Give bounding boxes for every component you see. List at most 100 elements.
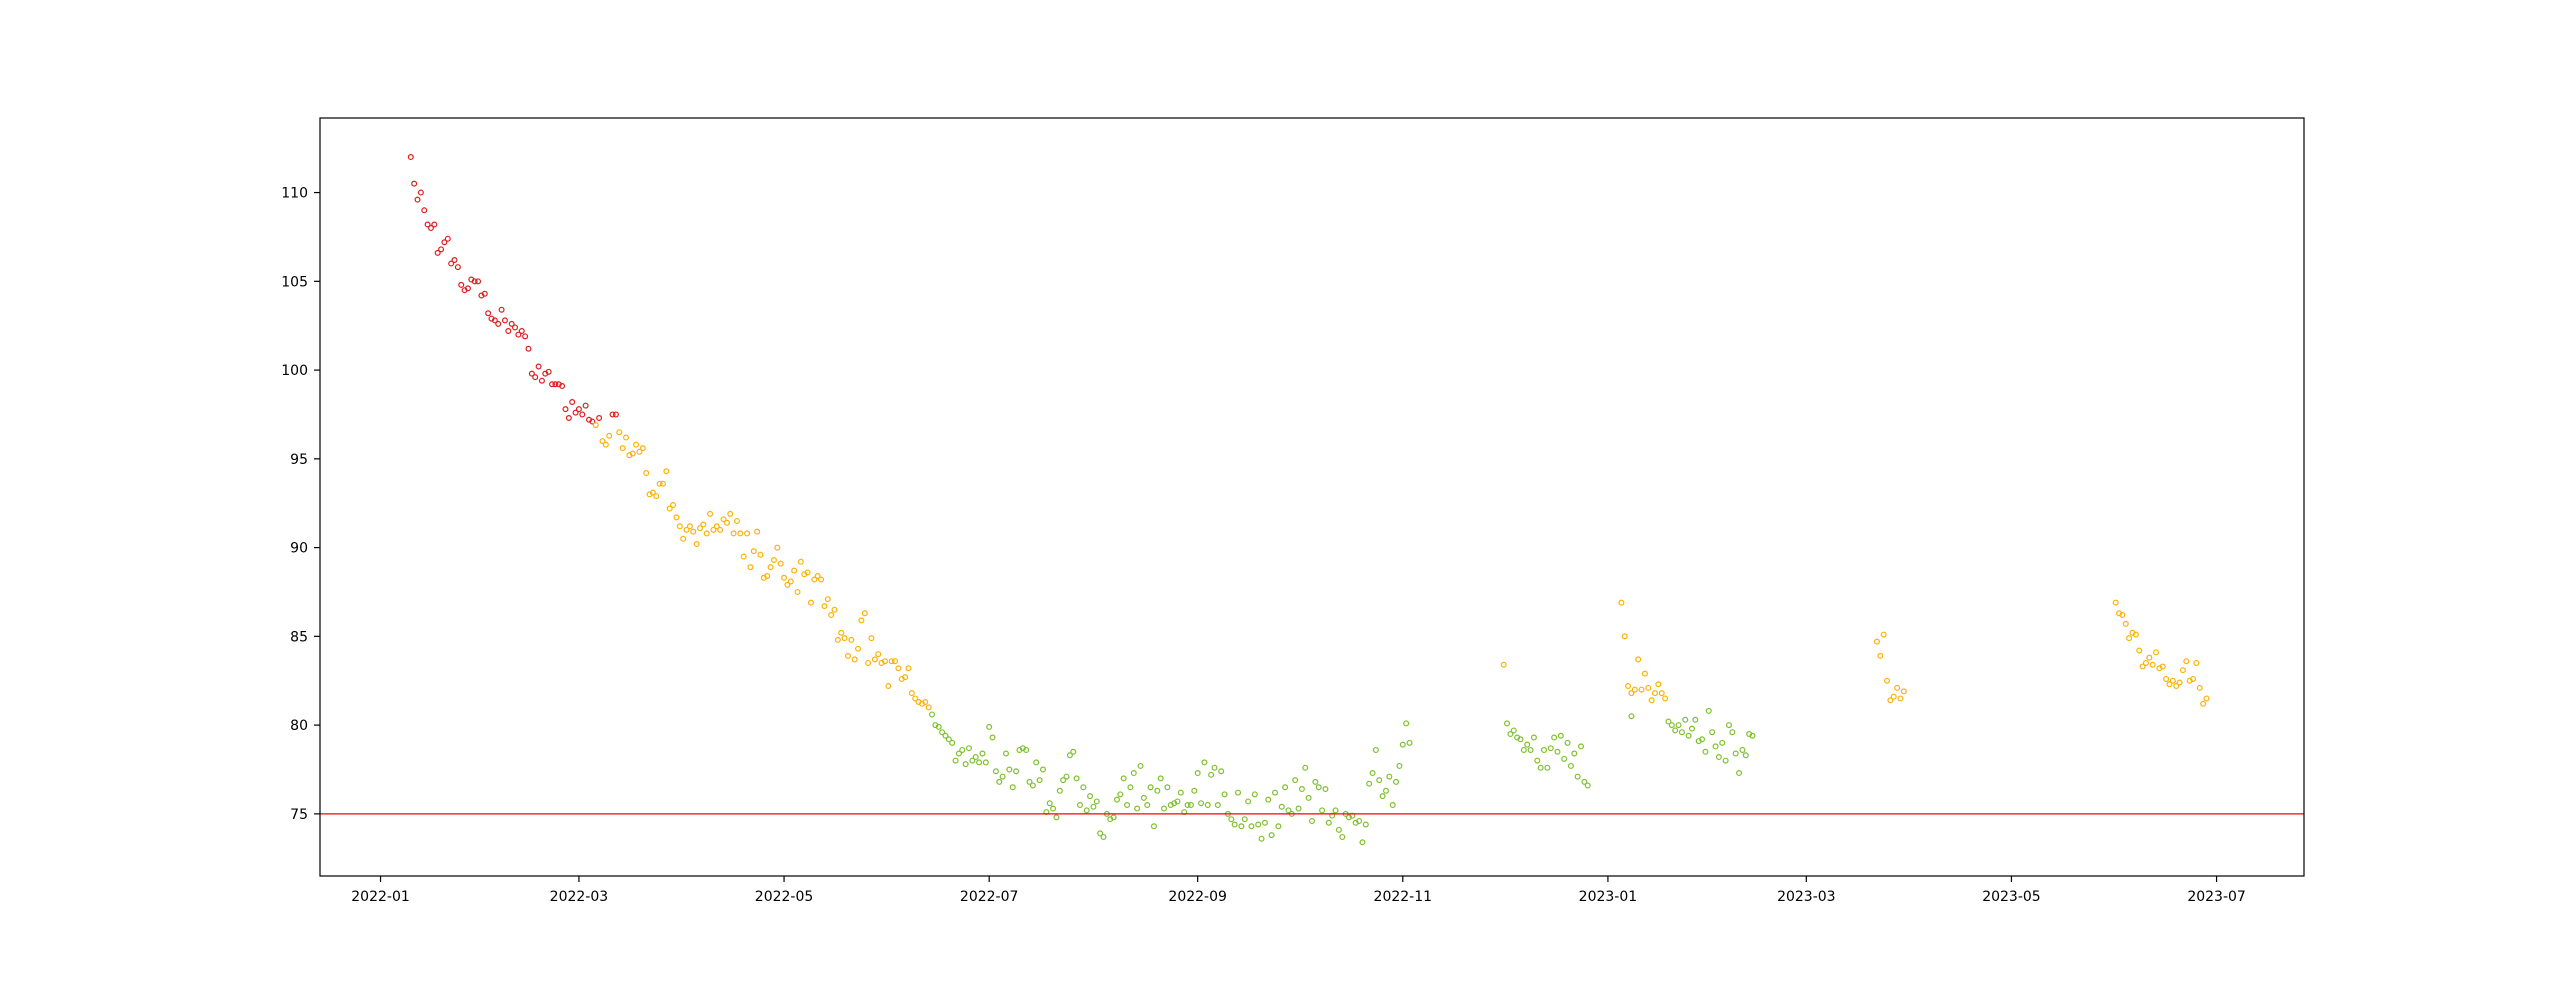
data-point-orange — [784, 581, 791, 588]
data-point-green — [1298, 786, 1305, 793]
data-point-red — [458, 281, 465, 288]
data-point-orange — [1890, 693, 1897, 700]
data-point-orange — [606, 432, 613, 439]
data-point-green — [1002, 750, 1009, 757]
data-point-green — [935, 723, 942, 730]
data-point-red — [481, 290, 488, 297]
data-point-green — [939, 729, 946, 736]
data-point-green — [1046, 800, 1053, 807]
data-point-red — [569, 399, 576, 406]
x-tick-label: 2023-03 — [1777, 889, 1836, 905]
data-point-green — [1712, 743, 1719, 750]
data-point-orange — [831, 606, 838, 613]
data-point-orange — [777, 560, 784, 567]
data-point-green — [1076, 801, 1083, 808]
data-point-green — [1329, 812, 1336, 819]
data-point-green — [1561, 755, 1568, 762]
data-point-green — [1339, 833, 1346, 840]
data-point-red — [441, 239, 448, 246]
data-point-green — [1137, 762, 1144, 769]
data-point-green — [1285, 807, 1292, 814]
data-point-green — [1356, 817, 1363, 824]
data-point-red — [411, 180, 418, 187]
data-point-orange — [1641, 670, 1648, 677]
data-point-orange — [2173, 683, 2180, 690]
y-tick-label: 90 — [290, 541, 308, 557]
data-point-green — [1157, 775, 1164, 782]
y-tick-label: 105 — [281, 274, 308, 290]
data-point-green — [1742, 752, 1749, 759]
data-point-red — [612, 411, 619, 418]
data-point-red — [451, 257, 458, 264]
data-point-green — [1231, 821, 1238, 828]
data-point-green — [1214, 801, 1221, 808]
data-point-orange — [908, 690, 915, 697]
data-point-orange — [690, 528, 697, 535]
data-point-green — [1066, 752, 1073, 759]
data-point-orange — [1631, 686, 1638, 693]
data-point-orange — [1655, 681, 1662, 688]
data-point-orange — [653, 493, 660, 500]
data-point-green — [1541, 746, 1548, 753]
data-point-green — [1265, 796, 1272, 803]
data-point-green — [1551, 734, 1558, 741]
y-tick-label: 110 — [281, 186, 308, 202]
data-point-orange — [713, 523, 720, 530]
y-tick-label: 75 — [290, 807, 308, 823]
data-point-green — [1248, 823, 1255, 830]
data-point-red — [485, 310, 492, 317]
data-point-green — [1140, 794, 1147, 801]
data-point-orange — [1645, 684, 1652, 691]
data-point-red — [438, 246, 445, 253]
data-point-orange — [723, 519, 730, 526]
data-point-red — [565, 415, 572, 422]
data-point-orange — [868, 635, 875, 642]
data-point-green — [929, 711, 936, 718]
data-point-orange — [673, 514, 680, 521]
data-point-green — [979, 750, 986, 757]
data-point-orange — [2142, 659, 2149, 666]
data-point-green — [1150, 823, 1157, 830]
data-point-orange — [1894, 684, 1901, 691]
data-point-red — [498, 306, 505, 313]
data-point-red — [522, 333, 529, 340]
data-point-green — [1325, 819, 1332, 826]
data-point-green — [1567, 762, 1574, 769]
data-point-red — [535, 363, 542, 370]
data-point-orange — [875, 651, 882, 658]
data-point-green — [1709, 729, 1716, 736]
data-point-orange — [804, 569, 811, 576]
data-point-green — [1406, 739, 1413, 746]
data-point-orange — [834, 636, 841, 643]
data-point-green — [1292, 777, 1299, 784]
data-point-orange — [730, 530, 737, 537]
data-point-green — [1039, 766, 1046, 773]
data-point-orange — [623, 434, 630, 441]
data-point-green — [1688, 725, 1695, 732]
data-point-red — [596, 415, 603, 422]
data-point-green — [949, 739, 956, 746]
data-point-green — [1524, 741, 1531, 748]
data-point-green — [1581, 778, 1588, 785]
data-point-orange — [747, 564, 754, 571]
data-point-orange — [865, 659, 872, 666]
data-point-green — [1682, 716, 1689, 723]
data-point-green — [1124, 801, 1131, 808]
data-point-orange — [902, 674, 909, 681]
data-point-green — [1036, 777, 1043, 784]
x-tick-label: 2023-07 — [2187, 889, 2246, 905]
data-point-green — [942, 732, 949, 739]
data-point-green — [992, 768, 999, 775]
y-tick-label: 95 — [290, 452, 308, 468]
data-point-orange — [737, 530, 744, 537]
data-point-orange — [2163, 675, 2170, 682]
data-point-red — [575, 406, 582, 413]
data-point-green — [1628, 713, 1635, 720]
data-point-green — [1557, 732, 1564, 739]
data-point-green — [1275, 823, 1282, 830]
data-point-red — [407, 154, 414, 161]
data-point-green — [1322, 786, 1329, 793]
data-point-orange — [676, 523, 683, 530]
data-point-red — [515, 331, 522, 338]
